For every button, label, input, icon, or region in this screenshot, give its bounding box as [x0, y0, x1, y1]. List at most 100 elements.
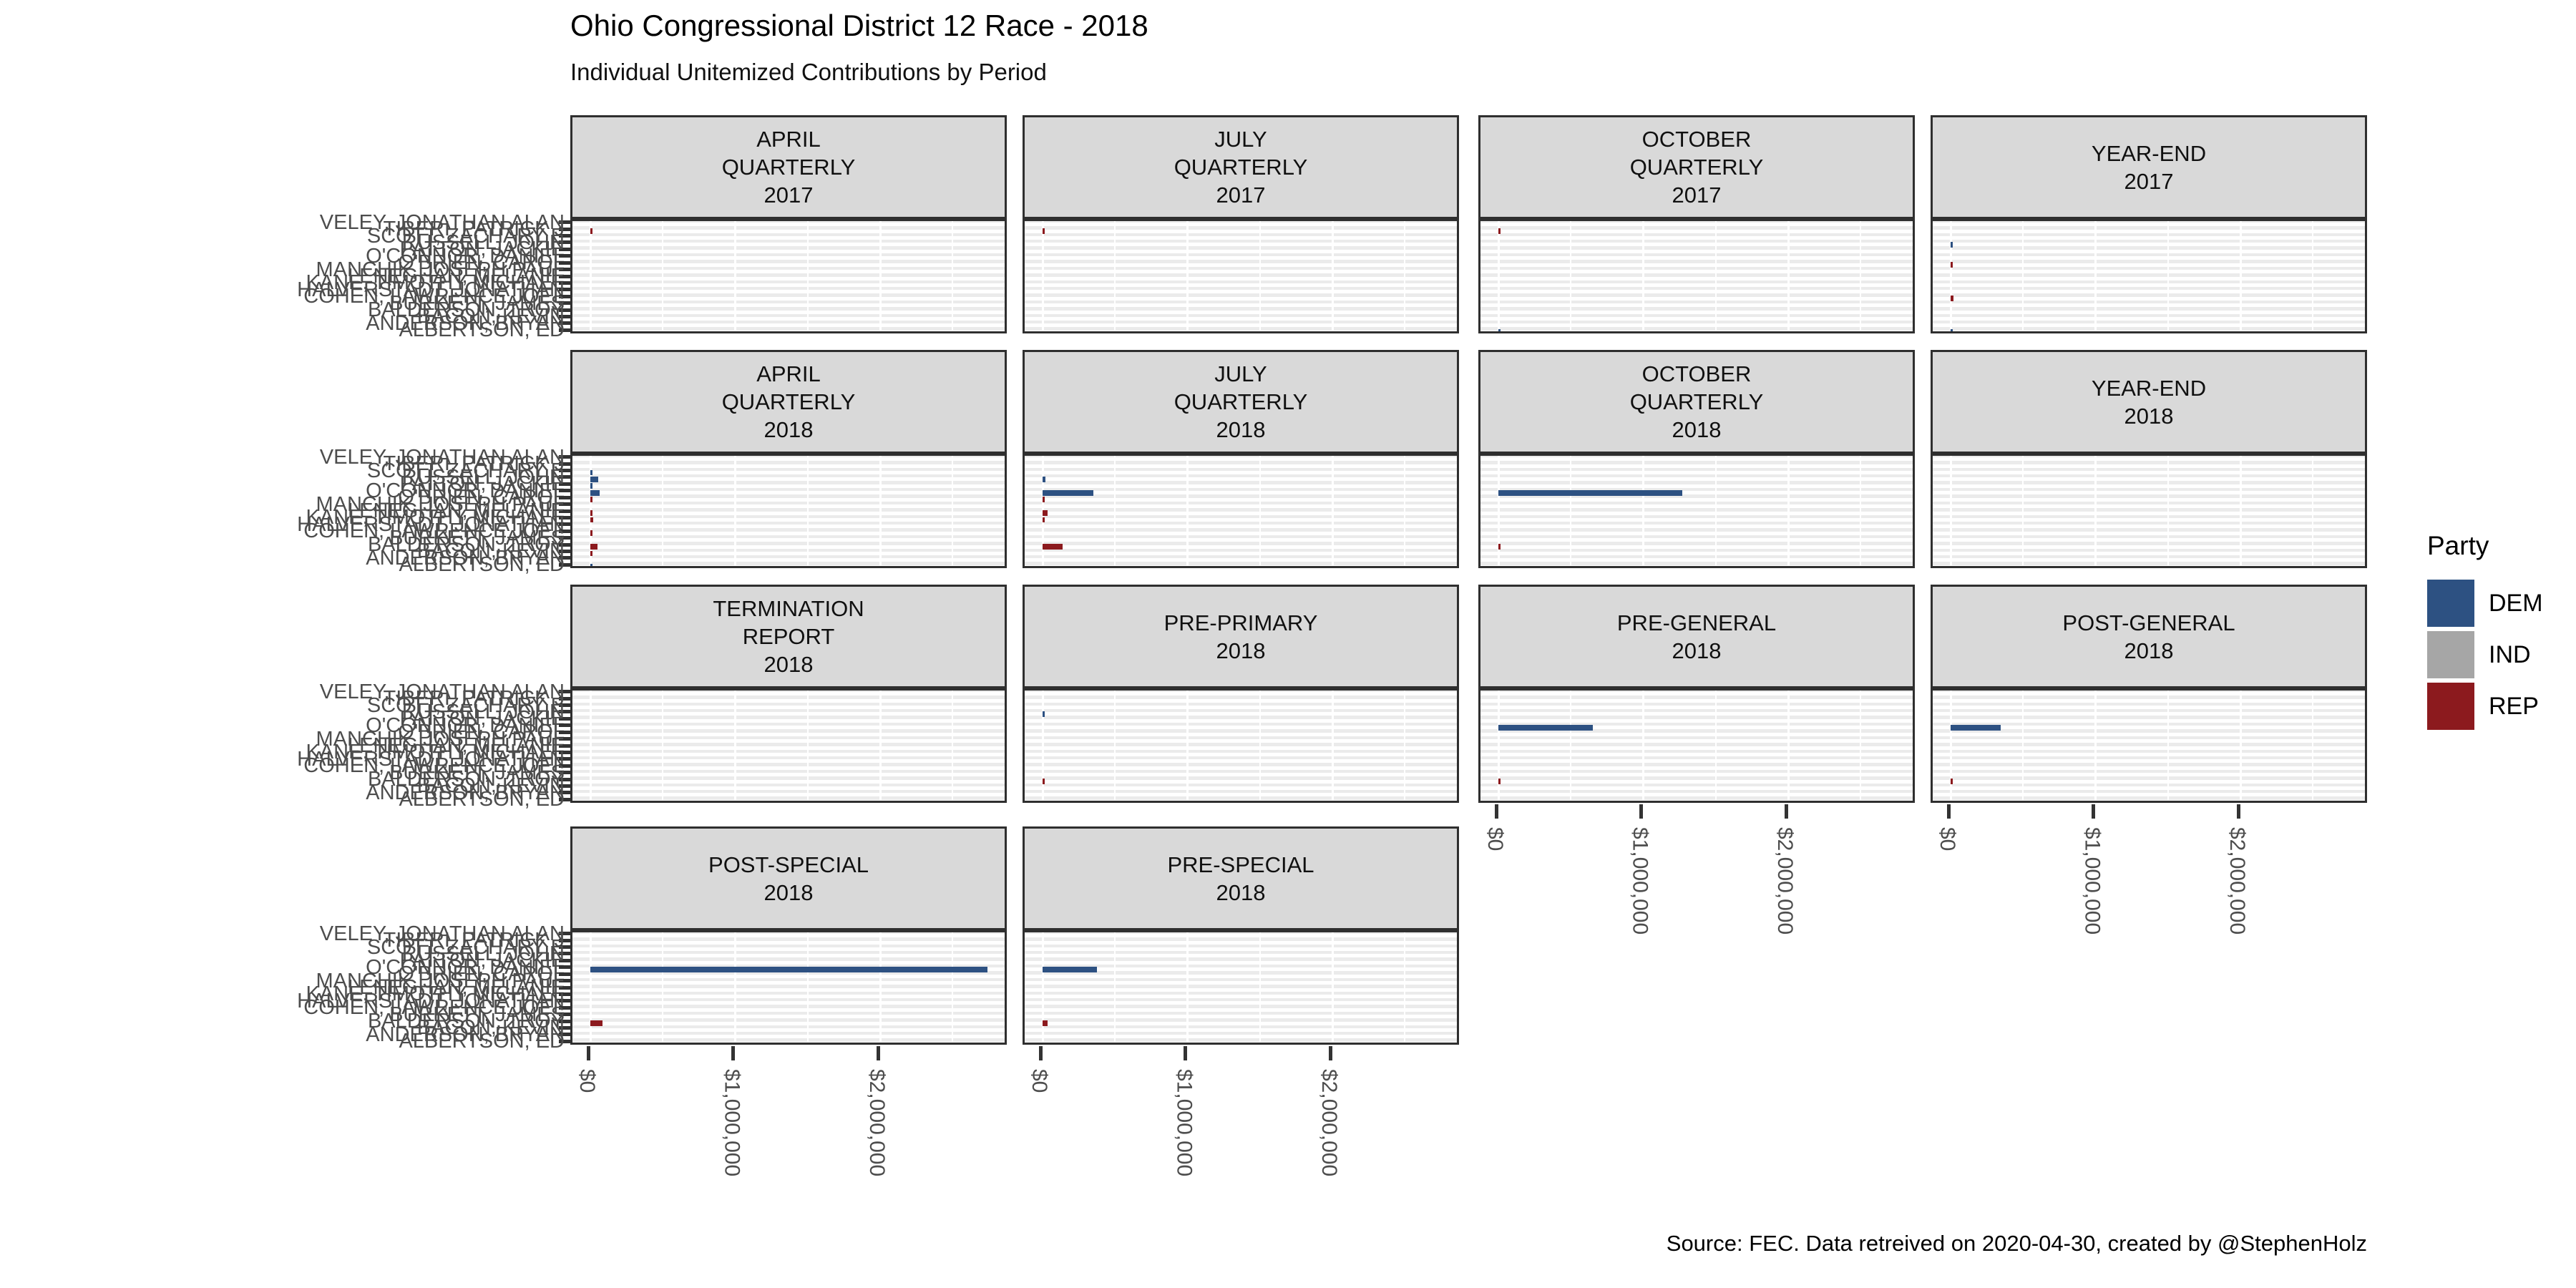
gridline-horizontal [1933, 538, 2365, 542]
gridline-vertical [1259, 221, 1261, 331]
gridline-horizontal [1933, 525, 2365, 529]
y-axis-tick [559, 999, 570, 1003]
bar-balderson [1498, 779, 1501, 784]
gridline-horizontal [1025, 1015, 1457, 1019]
gridline-horizontal [1933, 290, 2365, 294]
facet-panel-october-quarterly-2017 [1478, 219, 1915, 333]
y-axis-tick [559, 985, 570, 990]
gridline-horizontal [1933, 457, 2365, 462]
gridline-horizontal [1933, 276, 2365, 280]
gridline-horizontal [1933, 773, 2365, 777]
gridline-horizontal [1933, 323, 2365, 328]
y-axis-tick [559, 938, 570, 942]
gridline-horizontal [1933, 263, 2365, 267]
gridline-horizontal [1933, 545, 2365, 549]
gridline-horizontal [1480, 718, 1913, 723]
gridline-vertical [879, 932, 882, 1043]
gridline-vertical [1259, 456, 1261, 566]
gridline-horizontal [1025, 316, 1457, 321]
gridline-horizontal [1933, 706, 2365, 710]
gridline-horizontal [1480, 706, 1913, 710]
gridline-horizontal [1025, 967, 1457, 972]
facet-panel-pre-general-2018 [1478, 688, 1915, 803]
gridline-horizontal [572, 303, 1005, 308]
gridline-horizontal [1480, 276, 1913, 280]
gridline-vertical [1404, 221, 1406, 331]
gridline-vertical [662, 932, 664, 1043]
facet-strip-label: QUARTERLY [1629, 389, 1764, 414]
gridline-horizontal [1933, 283, 2365, 287]
gridline-horizontal [572, 786, 1005, 790]
gridline-vertical [2094, 221, 2097, 331]
facet-strip-label: POST-SPECIAL [708, 852, 869, 877]
gridline-horizontal [1025, 504, 1457, 509]
y-axis-tick [559, 247, 570, 251]
y-axis-tick [559, 965, 570, 970]
gridline-vertical [1041, 691, 1044, 801]
gridline-horizontal [572, 243, 1005, 247]
bar-obrien [1043, 497, 1045, 503]
y-axis-tick [559, 482, 570, 486]
bar-russell [1043, 711, 1045, 717]
gridline-horizontal [1025, 558, 1457, 562]
gridline-horizontal [1025, 759, 1457, 763]
facet-strip-year-end-2017: YEAR-END 2017 [1931, 115, 2367, 219]
gridline-vertical [1642, 456, 1644, 566]
gridline-horizontal [1933, 786, 2365, 790]
y-axis-tick [559, 280, 570, 285]
gridline-horizontal [572, 692, 1005, 696]
bar-kane [1043, 517, 1045, 523]
gridline-horizontal [1480, 793, 1913, 797]
gridline-vertical [2167, 456, 2169, 566]
gridline-horizontal [572, 296, 1005, 301]
gridline-horizontal [1480, 692, 1913, 696]
y-axis-tick [559, 777, 570, 781]
gridline-vertical [1497, 221, 1500, 331]
y-axis-tick [559, 979, 570, 983]
y-axis-label: TIBERI, PATRICK J [383, 929, 565, 952]
bar-balderson [1043, 544, 1063, 550]
gridline-horizontal [572, 323, 1005, 328]
gridline-vertical [2239, 456, 2242, 566]
gridline-horizontal [1025, 799, 1457, 801]
y-axis-label: COHEN, LAWRENCE JOEL [303, 519, 565, 543]
bar-tiberi [590, 228, 592, 234]
y-axis-label: BALDERSON, TROY [367, 768, 565, 791]
y-axis-label: O'CONNOR, DANIEL [366, 244, 565, 268]
gridline-horizontal [1933, 310, 2365, 314]
y-axis-tick [559, 301, 570, 306]
x-axis-label: $0 [575, 1069, 599, 1093]
y-axis-tick [559, 972, 570, 976]
facet-strip-label: TERMINATION [713, 596, 864, 621]
y-axis-label: MANCHIK, JOSEPH PAUL [316, 969, 565, 992]
gridline-vertical [2167, 221, 2169, 331]
gridline-horizontal [572, 565, 1005, 566]
gridline-vertical [734, 932, 736, 1043]
y-axis-label: MANCHIK, JOSEPH PAUL [316, 258, 565, 281]
bar-kane [590, 517, 594, 523]
facet-strip-year-end-2018: YEAR-END 2018 [1931, 350, 2367, 454]
gridline-vertical [879, 691, 882, 801]
y-axis-tick [559, 737, 570, 741]
gridline-horizontal [572, 766, 1005, 770]
gridline-vertical [952, 691, 954, 801]
facet-strip-label: PRE-GENERAL [1616, 610, 1777, 635]
gridline-vertical [1114, 691, 1116, 801]
gridline-horizontal [1025, 525, 1457, 529]
gridline-horizontal [1480, 296, 1913, 301]
gridline-horizontal [572, 276, 1005, 280]
y-axis-tick [559, 791, 570, 795]
facet-strip-april-quarterly-2017: APRIL QUARTERLY 2017 [570, 115, 1007, 219]
gridline-horizontal [1025, 565, 1457, 566]
y-axis-label: VELEY, JONATHAN ALAN [319, 922, 565, 945]
gridline-horizontal [1025, 545, 1457, 549]
gridline-horizontal [1025, 960, 1457, 965]
y-axis-tick [559, 750, 570, 754]
facet-strip-label: 2018 [1672, 638, 1722, 663]
gridline-horizontal [1480, 531, 1913, 535]
y-axis-label: SCOTT, ZACHARY E [366, 693, 565, 717]
gridline-horizontal [1933, 229, 2365, 233]
gridline-vertical [662, 691, 664, 801]
gridline-horizontal [1480, 551, 1913, 555]
gridline-horizontal [572, 732, 1005, 736]
